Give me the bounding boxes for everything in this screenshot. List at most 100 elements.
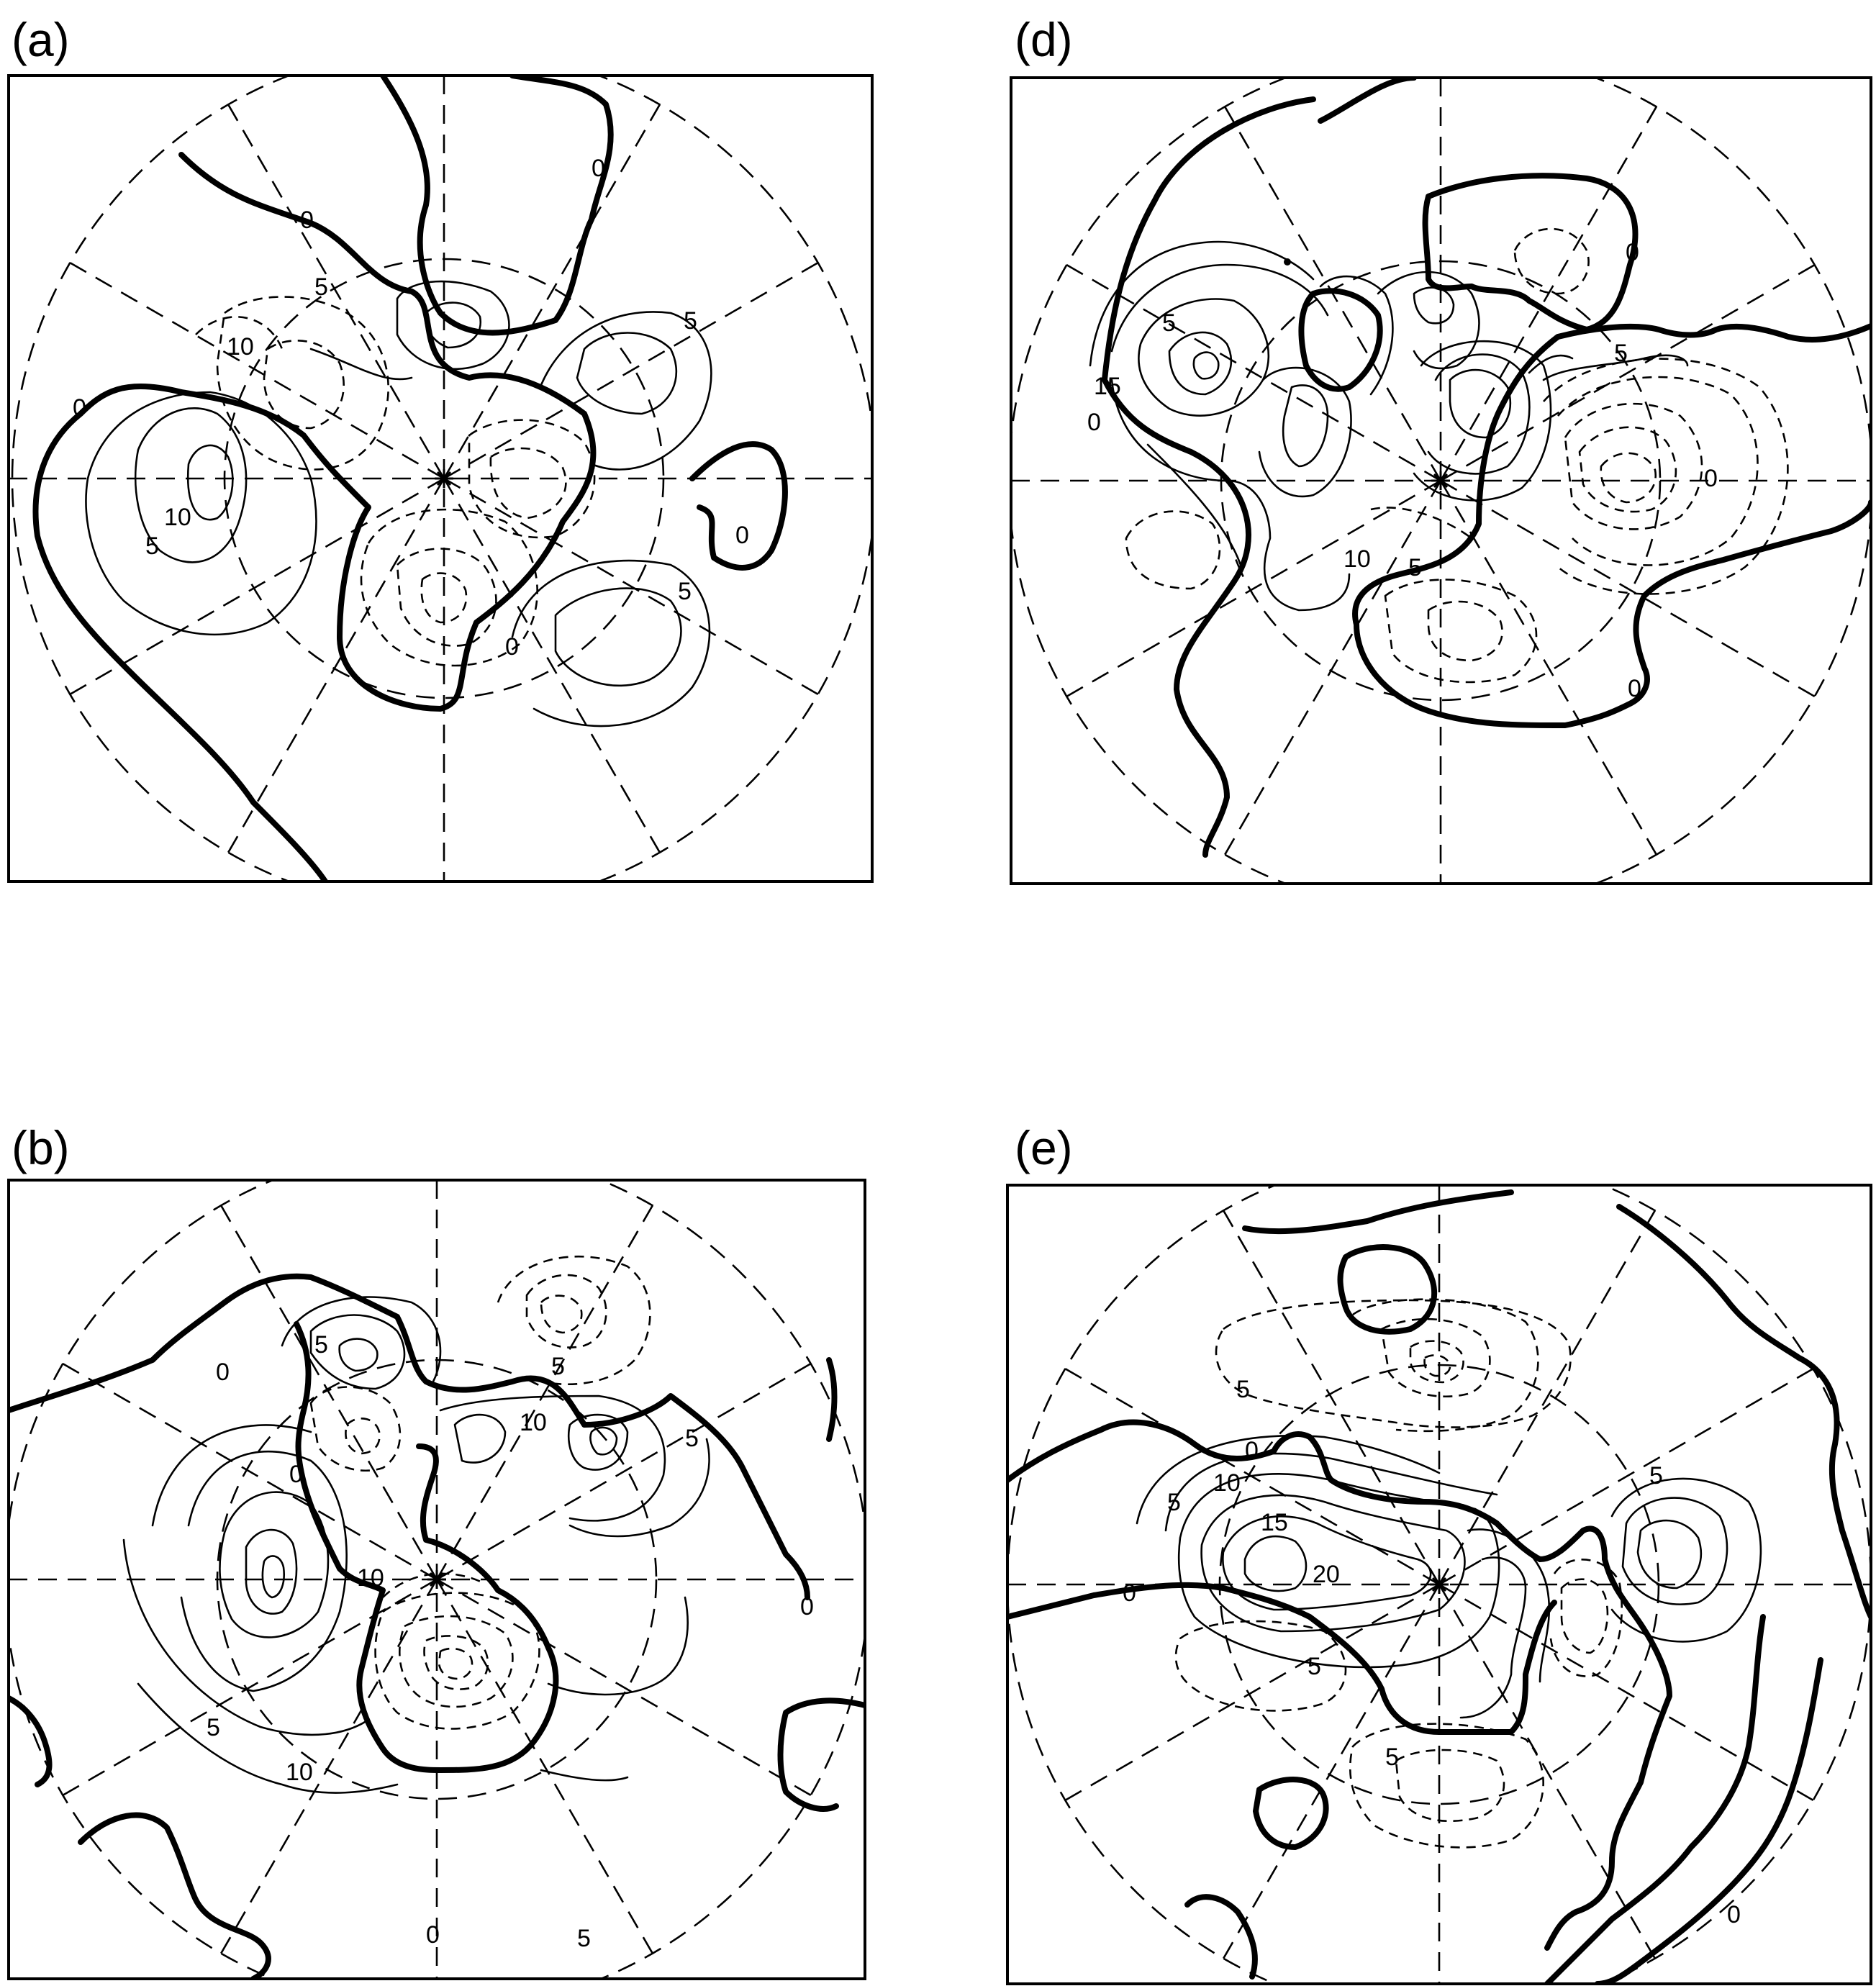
panel-d: 0 0 0 0 5 5 5 15 10	[1010, 76, 1872, 885]
contour-label: 5	[678, 578, 692, 605]
contour-negative	[1543, 358, 1789, 595]
panel-b: 0 0 0 0 5 5 5 10 10 5 5 10	[7, 1179, 866, 1980]
contour-positive	[1636, 1519, 1702, 1590]
contour-zero	[777, 1697, 865, 1812]
contour-positive	[219, 1491, 330, 1638]
contour-positive	[567, 1413, 629, 1471]
contour-negative	[195, 316, 284, 350]
contour-positive	[1243, 1535, 1308, 1592]
panel-e-label: (e)	[1015, 1121, 1073, 1174]
contour-positive	[1467, 1528, 1551, 1683]
contour-positive	[338, 1338, 379, 1372]
contour-label: 0	[1626, 239, 1639, 266]
contour-label: 5	[1649, 1462, 1663, 1490]
panel-a-frame	[7, 74, 874, 883]
panel-d-map: 0 0 0 0 5 5 5 15 10	[1011, 78, 1871, 884]
contour-positive	[1177, 1473, 1500, 1669]
contour-positive	[547, 1596, 689, 1696]
contour-positive	[1192, 351, 1220, 380]
contour-positive	[1459, 1556, 1527, 1719]
contour-zero	[826, 1357, 838, 1442]
contour-label: 10	[164, 504, 191, 531]
contour-zero	[1337, 1244, 1437, 1335]
contour-label: 5	[684, 307, 697, 335]
contour-zero	[1253, 1777, 1329, 1850]
contour-label: 10	[227, 333, 254, 361]
contour-zero	[1184, 1894, 1258, 1980]
contour-negative	[540, 1294, 583, 1334]
contour-label: 5	[1614, 340, 1628, 367]
contour-negative	[1557, 376, 1759, 566]
contour-label: 5	[1236, 1376, 1250, 1403]
contour-negative	[1564, 402, 1703, 530]
contour-positive	[453, 1413, 507, 1464]
contour-label: 10	[286, 1759, 313, 1786]
contour-negative	[1395, 1749, 1505, 1823]
contour-label: 0	[1087, 409, 1101, 436]
contour-negative	[1174, 1620, 1347, 1712]
contour-positive	[1282, 384, 1329, 468]
contour-positive	[1319, 275, 1394, 396]
contour-positive	[1413, 340, 1552, 502]
contour-positive	[1222, 1515, 1432, 1611]
contour-label: 0	[1727, 1901, 1741, 1928]
contour-positive	[1528, 354, 1574, 374]
contour-label: 0	[800, 1593, 814, 1620]
contour-negative	[489, 447, 567, 520]
panel-a: 0 0 0 0 0 5 5 5 5 10 10	[7, 74, 874, 883]
contour-positive	[85, 391, 317, 636]
contour-label: 10	[1343, 545, 1371, 573]
contour-label: 0	[289, 1461, 303, 1488]
contour-label: 0	[505, 633, 519, 661]
contour-positive	[1610, 1477, 1762, 1643]
contour-positive	[309, 1314, 406, 1390]
contour-label: 5	[1167, 1489, 1181, 1516]
contour-negative	[263, 340, 345, 430]
panel-a-label: (a)	[12, 13, 70, 66]
contour-zero	[1352, 323, 1871, 728]
contour-label: 0	[735, 522, 749, 549]
contour-negative	[1215, 1299, 1572, 1428]
contour-zero	[1595, 1657, 1823, 1984]
contour-positive	[1377, 271, 1480, 370]
contour-negative	[1380, 1318, 1491, 1398]
contour-positive	[1136, 1434, 1441, 1525]
contour-label: 0	[1628, 675, 1641, 702]
contour-positive	[1164, 1452, 1498, 1532]
contour-zero	[32, 152, 597, 881]
panel-b-map: 0 0 0 0 5 5 5 10 10 5 5 10	[9, 1180, 865, 1979]
contour-label: 5	[685, 1425, 699, 1452]
contour-zero	[78, 1812, 271, 1979]
contour-zero	[1298, 288, 1383, 392]
contour-positive	[540, 1769, 629, 1782]
contour-label: 0	[1123, 1579, 1136, 1607]
panel-d-label: (d)	[1015, 13, 1073, 66]
contour-positive	[554, 587, 682, 687]
contour-label: 5	[1385, 1744, 1399, 1771]
contour-negative	[1600, 452, 1657, 504]
contour-positive	[137, 1682, 399, 1794]
contour-positive	[396, 280, 510, 371]
contour-label: 5	[577, 1925, 591, 1952]
contour-positive	[1168, 331, 1233, 396]
contour-negative	[525, 1274, 607, 1348]
contour-positive	[186, 444, 234, 521]
contour-positive	[568, 1438, 710, 1538]
contour-negative	[1423, 1354, 1451, 1377]
contour-zero	[1007, 1582, 1557, 1736]
contour-label: 5	[1162, 309, 1176, 337]
contour-positive	[1542, 354, 1689, 381]
contour-positive	[281, 1296, 442, 1383]
contour-positive	[1089, 240, 1315, 367]
contour-negative	[1125, 510, 1221, 590]
contour-positive	[180, 1450, 348, 1692]
panel-b-label: (b)	[12, 1121, 70, 1174]
contour-label: 5	[314, 273, 328, 301]
panel-e: 0 0 0 5 5 10 15 20 5 5 5	[1006, 1184, 1872, 1985]
contour-positive	[1449, 368, 1511, 439]
contour-label: 5	[314, 1331, 328, 1359]
contour-positive	[1621, 1497, 1728, 1605]
contour-label: 5	[207, 1714, 220, 1741]
contour-positive	[424, 301, 482, 349]
panel-e-map: 0 0 0 5 5 10 15 20 5 5 5	[1007, 1185, 1871, 1984]
